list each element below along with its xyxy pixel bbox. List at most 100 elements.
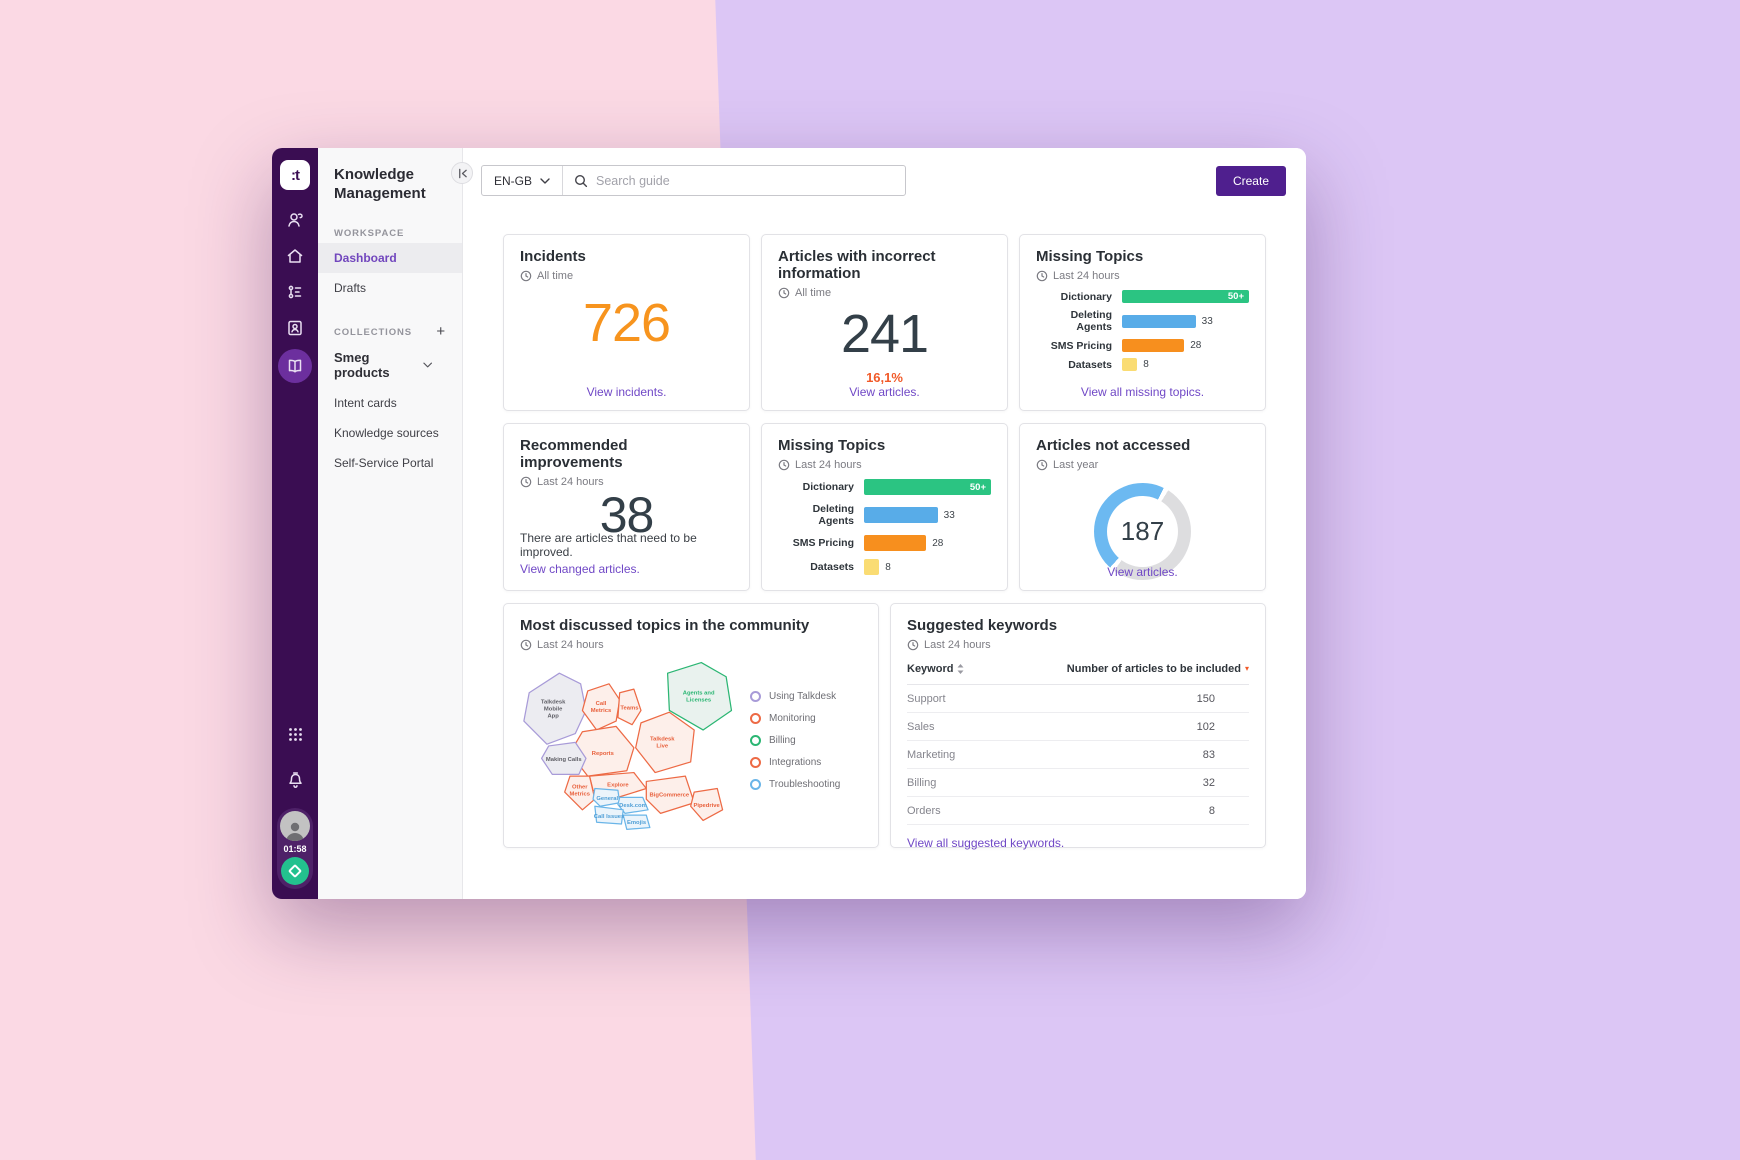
- talkdesk-logo[interactable]: :t: [280, 160, 310, 190]
- search-input[interactable]: [596, 173, 894, 188]
- bar-fill: [864, 535, 927, 551]
- bar-fill: [1122, 339, 1185, 352]
- topic-region-emojis[interactable]: [622, 814, 651, 830]
- language-selector[interactable]: EN-GB: [482, 166, 564, 195]
- sidebar-item-dashboard[interactable]: Dashboard: [318, 242, 462, 273]
- notifications-bell-icon[interactable]: [278, 765, 312, 795]
- missing-topics-bar-chart: Dictionary 50+ Deleting Agents 33 SMS Pricin…: [1036, 290, 1249, 371]
- bar-fill: [864, 559, 880, 575]
- topic-label-bigcommerce: BigCommerce: [650, 793, 690, 799]
- bar-fill: [1122, 314, 1196, 328]
- keyword-column-header[interactable]: Keyword: [907, 663, 964, 675]
- period-label: All time: [795, 287, 832, 299]
- topic-region-call-metrics[interactable]: [581, 683, 621, 731]
- legend-item-integrations[interactable]: Integrations: [750, 757, 840, 768]
- topic-region-bigcommerce[interactable]: [645, 775, 695, 814]
- knowledge-icon[interactable]: [278, 349, 312, 383]
- sidebar-item-self-service-portal[interactable]: Self-Service Portal: [334, 455, 434, 470]
- keyword-name: Marketing: [907, 748, 956, 761]
- community-topics-card: Most discussed topics in the community L…: [503, 603, 879, 848]
- legend-dot: [750, 757, 761, 768]
- topic-label-pipedrive: Pipedrive: [693, 803, 720, 809]
- bar-value: 50+: [1227, 291, 1244, 302]
- keyword-count: 150: [1196, 692, 1215, 705]
- add-collection-button[interactable]: +: [436, 323, 446, 340]
- bar-label: Dictionary: [1060, 290, 1112, 303]
- period-label: Last 24 hours: [1053, 270, 1120, 282]
- keywords-table-body: Support 150 Sales 102 Marketing 83 Billing 32 Or…: [907, 685, 1249, 825]
- create-button[interactable]: Create: [1215, 165, 1286, 196]
- contacts-icon[interactable]: [278, 313, 312, 343]
- topic-region-making-calls[interactable]: [540, 741, 587, 775]
- card-title: Recommended improvements: [520, 437, 628, 471]
- card-title: Most discussed topics in the community: [520, 617, 810, 634]
- view-all-keywords-link[interactable]: View all suggested keywords.: [907, 836, 1065, 850]
- apps-grid-icon[interactable]: [278, 719, 312, 749]
- sidebar-collapse-button[interactable]: [451, 162, 473, 184]
- clock-icon: [907, 639, 919, 651]
- topic-label-agents-and-licenses: Agents and Licenses: [683, 690, 715, 703]
- sidebar-item-knowledge-sources[interactable]: Knowledge sources: [334, 425, 439, 440]
- missing-topics-bar-chart: Dictionary 50+ Deleting Agents 33 SMS Pricin…: [778, 479, 991, 575]
- period-row: Last 24 hours: [778, 459, 991, 471]
- keyword-count: 8: [1208, 804, 1215, 817]
- sidebar-item-smeg-products[interactable]: Smeg products: [318, 342, 462, 388]
- home-icon[interactable]: [278, 241, 312, 271]
- period-row: All time: [778, 287, 991, 299]
- workflows-icon[interactable]: [278, 277, 312, 307]
- view-incidents-link[interactable]: View incidents.: [586, 385, 667, 399]
- legend-item-monitoring[interactable]: Monitoring: [750, 713, 840, 724]
- sidebar-item-drafts[interactable]: Drafts: [334, 280, 367, 295]
- incorrect-articles-card: Articles with incorrect information All …: [761, 234, 1008, 411]
- recommended-improvements-card: Recommended improvements Last 24 hours 3…: [503, 423, 750, 591]
- sidebar-item-intent-cards[interactable]: Intent cards: [334, 395, 397, 410]
- view-missing-topics-link[interactable]: View all missing topics.: [1080, 385, 1205, 399]
- clock-icon: [778, 459, 790, 471]
- bar-value: 28: [932, 537, 944, 549]
- bar-label: SMS Pricing: [1050, 339, 1112, 352]
- view-changed-articles-link[interactable]: View changed articles.: [520, 562, 640, 576]
- view-articles-link[interactable]: View articles.: [849, 385, 920, 399]
- topic-region-talkdesk-mobile-app[interactable]: [523, 672, 587, 745]
- period-label: Last 24 hours: [537, 639, 604, 651]
- bar-row-dictionary: Dictionary 50+: [1036, 290, 1249, 303]
- topic-label-call-metrics: Call Metrics: [591, 701, 612, 714]
- period-label: Last year: [1053, 459, 1099, 471]
- agents-icon[interactable]: [278, 205, 312, 235]
- topic-region-desk-com[interactable]: [617, 796, 649, 814]
- bar-value: 50+: [969, 481, 986, 493]
- card-title: Incidents: [520, 248, 586, 265]
- period-row: Last year: [1036, 459, 1249, 471]
- topic-region-talkdesk-live[interactable]: [635, 711, 695, 774]
- topic-label-emojis: Emojis: [627, 820, 647, 826]
- card-title: Missing Topics: [1036, 248, 1144, 265]
- keyword-row-marketing: Marketing 83: [907, 741, 1249, 769]
- app-window: :t: [272, 148, 1306, 899]
- topic-region-pipedrive[interactable]: [690, 787, 724, 822]
- user-avatar[interactable]: [280, 811, 310, 841]
- presence-status-icon[interactable]: [281, 857, 309, 885]
- card-title: Articles with incorrect information: [778, 248, 936, 282]
- topic-region-teams[interactable]: [617, 688, 642, 726]
- incorrect-articles-percent: 16,1%: [866, 370, 903, 385]
- topic-label-explore: Explore: [607, 783, 629, 789]
- clock-icon: [520, 476, 532, 488]
- articles-column-header[interactable]: Number of articles to be included ▾: [1067, 663, 1249, 675]
- keywords-table-header: Keyword Number of articles to be include…: [907, 663, 1249, 685]
- topic-region-agents-and-licenses[interactable]: [666, 661, 733, 731]
- incorrect-articles-value: 241: [840, 304, 929, 364]
- articles-column-label: Number of articles to be included: [1066, 663, 1241, 675]
- topic-region-call-issues[interactable]: [594, 805, 624, 825]
- legend-item-using-talkdesk[interactable]: Using Talkdesk: [750, 691, 840, 702]
- topic-region-other-metrics[interactable]: [564, 775, 596, 811]
- topic-label-call-issues: Call Issues: [594, 814, 625, 820]
- sidebar: Knowledge Management WORKSPACE Dashboard D…: [318, 148, 473, 899]
- legend-item-billing[interactable]: Billing: [750, 735, 840, 746]
- bar-fill: 50+: [864, 479, 991, 495]
- sort-direction-icon: ▾: [1244, 664, 1249, 673]
- legend-item-troubleshooting[interactable]: Troubleshooting: [750, 779, 840, 790]
- legend-label: Monitoring: [769, 713, 816, 724]
- view-articles-link[interactable]: View articles.: [1107, 565, 1178, 579]
- topic-region-general[interactable]: [592, 787, 621, 807]
